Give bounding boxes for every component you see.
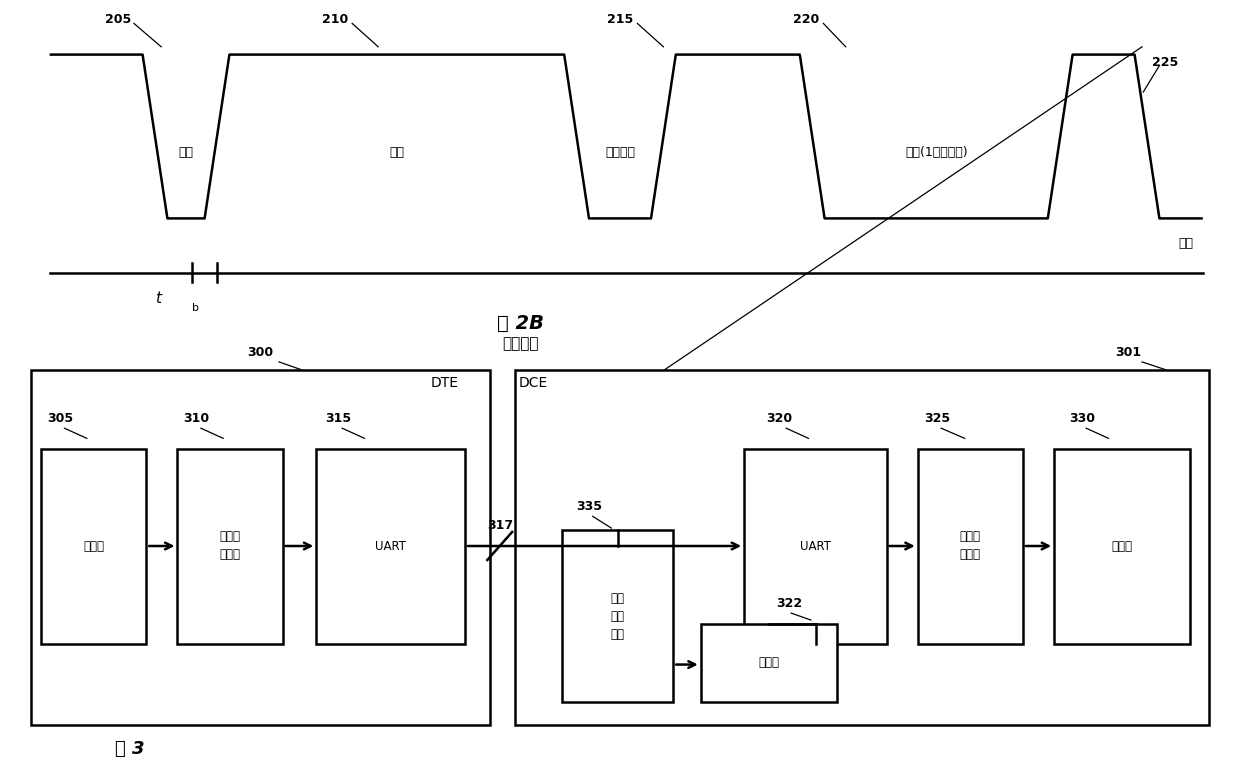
Text: 现有技术: 现有技术	[502, 335, 539, 351]
Text: 处理器: 处理器	[759, 657, 779, 669]
Text: 自动
波特
电路: 自动 波特 电路	[610, 592, 625, 640]
Text: 停止(1或更多位): 停止(1或更多位)	[905, 146, 967, 158]
Text: 低级驱
动程序: 低级驱 动程序	[960, 530, 981, 562]
Text: 301: 301	[1115, 346, 1142, 359]
Bar	[316, 448, 465, 644]
Text: 开始: 开始	[179, 146, 193, 158]
Text: 数据: 数据	[389, 146, 404, 158]
Text: UART: UART	[374, 540, 407, 552]
Text: UART: UART	[800, 540, 831, 552]
Text: 软件层: 软件层	[83, 540, 104, 552]
Text: 215: 215	[606, 13, 634, 26]
Text: 220: 220	[792, 13, 820, 26]
Bar	[1054, 448, 1190, 644]
Text: 300: 300	[247, 346, 274, 359]
Bar	[31, 370, 490, 725]
Bar	[41, 448, 146, 644]
Bar	[562, 530, 673, 702]
Text: 322: 322	[776, 597, 802, 610]
Text: 225: 225	[1152, 56, 1179, 69]
Text: DTE: DTE	[430, 376, 459, 390]
Text: b: b	[192, 303, 200, 313]
Bar	[177, 448, 283, 644]
Bar	[515, 370, 1209, 725]
Text: 317: 317	[487, 519, 513, 532]
Bar	[918, 448, 1023, 644]
Text: 305: 305	[47, 412, 73, 425]
Text: t: t	[155, 291, 161, 307]
Text: 330: 330	[1069, 412, 1095, 425]
Text: 低级驱
动程序: 低级驱 动程序	[219, 530, 241, 562]
Text: DCE: DCE	[518, 376, 548, 390]
Bar	[744, 448, 887, 644]
Text: 205: 205	[104, 13, 131, 26]
Text: 软件层: 软件层	[1112, 540, 1132, 552]
Text: 奇偶校验: 奇偶校验	[605, 146, 635, 158]
Text: 图 2B: 图 2B	[497, 314, 544, 333]
Text: 335: 335	[577, 500, 603, 513]
Text: 开始: 开始	[1178, 237, 1193, 250]
Text: 315: 315	[325, 412, 351, 425]
Text: 310: 310	[184, 412, 210, 425]
Text: 320: 320	[766, 412, 792, 425]
Text: 325: 325	[924, 412, 950, 425]
Text: 210: 210	[321, 13, 348, 26]
Bar	[701, 624, 837, 702]
Text: 图 3: 图 3	[115, 739, 145, 758]
